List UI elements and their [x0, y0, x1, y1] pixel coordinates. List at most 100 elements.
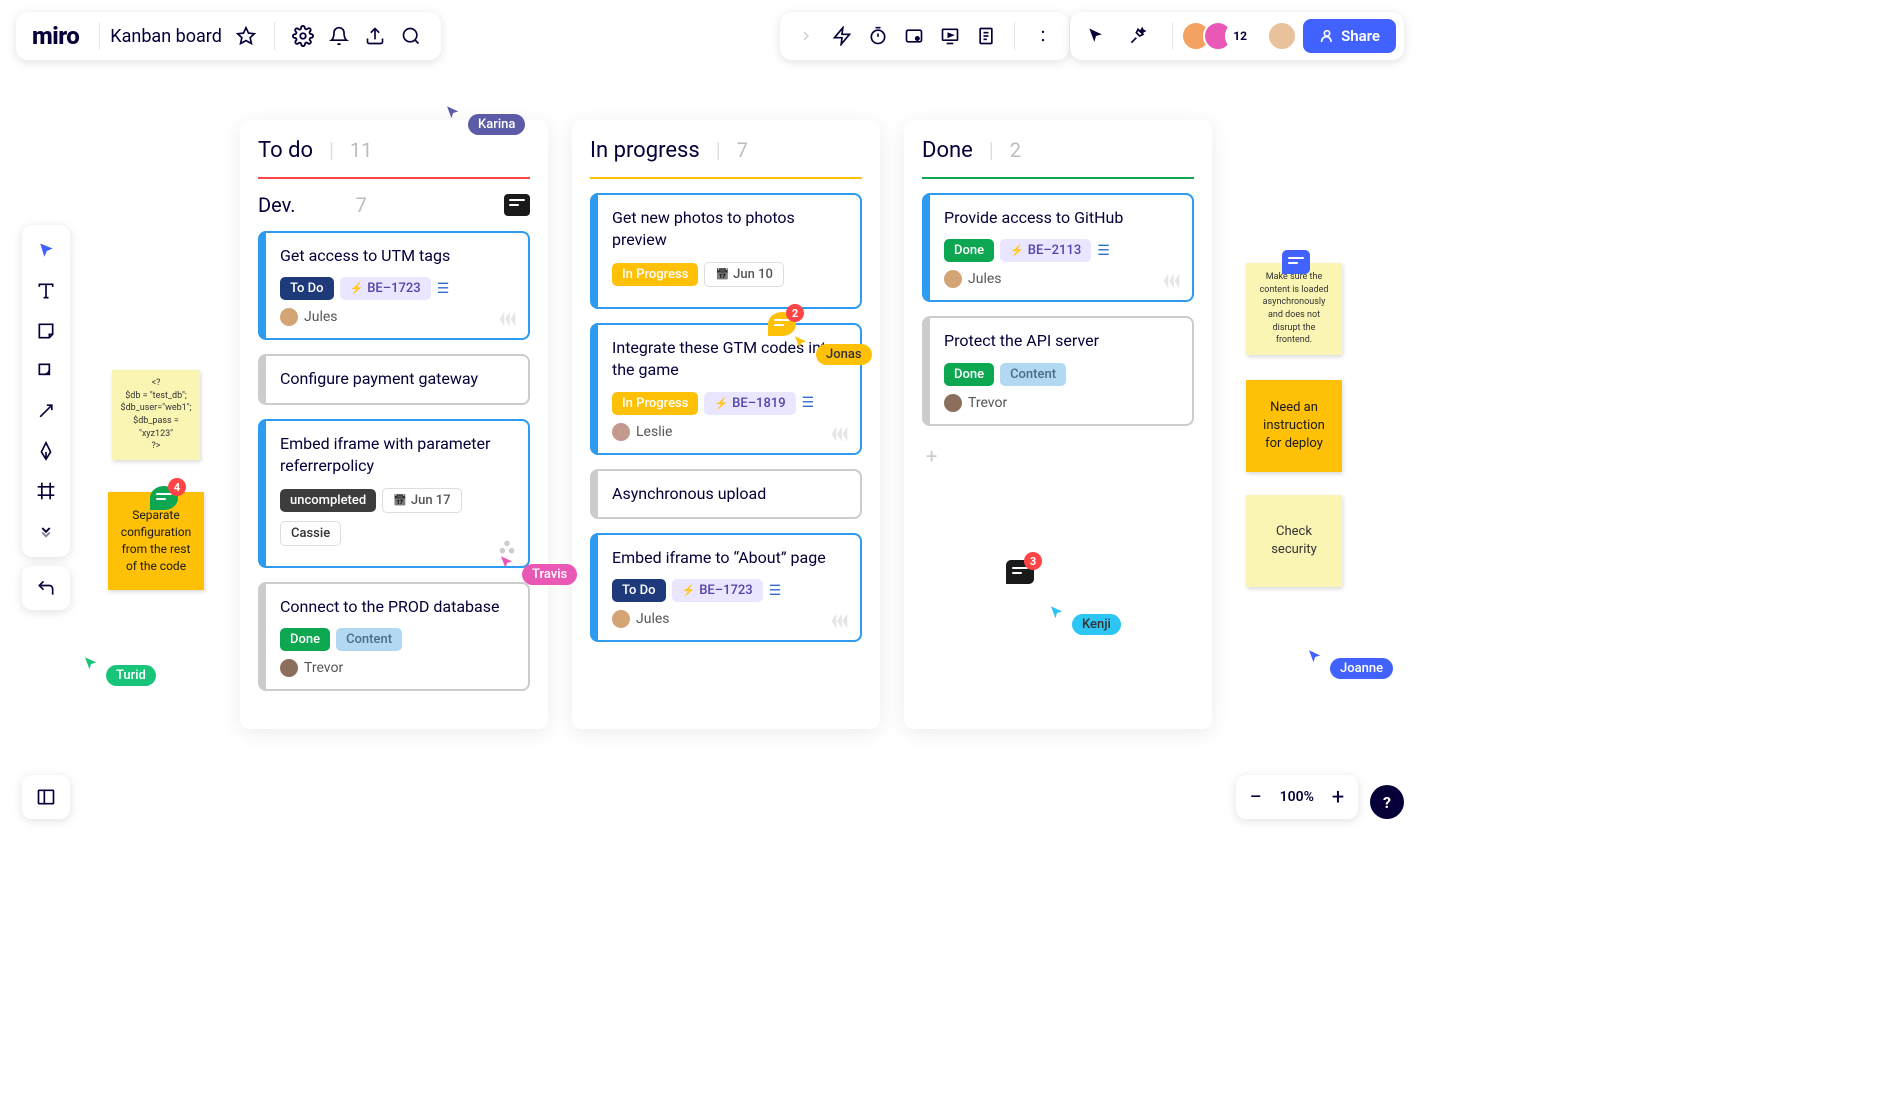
- card-title: Get new photos to photos preview: [612, 207, 846, 252]
- subgroup-title[interactable]: Dev.: [258, 193, 296, 217]
- priority-icon[interactable]: ☰: [802, 395, 815, 411]
- frames-panel-button[interactable]: [22, 775, 70, 819]
- kanban-card[interactable]: Configure payment gateway: [258, 354, 530, 404]
- more-tools-icon[interactable]: [26, 511, 66, 551]
- reactions-icon[interactable]: [1120, 18, 1156, 54]
- kanban-column[interactable]: Done | 2 Provide access to GitHubDoneBE–…: [904, 120, 1212, 729]
- sticky-note[interactable]: Check security: [1246, 495, 1342, 587]
- text-tool-icon[interactable]: [26, 271, 66, 311]
- column-count: 11: [350, 138, 372, 162]
- comment-bubble-icon[interactable]: 2: [768, 312, 796, 336]
- cursor-label: Travis: [522, 564, 577, 585]
- card-tag[interactable]: Content: [336, 628, 402, 651]
- pen-tool-icon[interactable]: [26, 431, 66, 471]
- cursor-label: Joanne: [1330, 658, 1393, 679]
- cursor-label: Kenji: [1072, 614, 1121, 635]
- card-tag[interactable]: BE–2113: [1000, 239, 1091, 262]
- frame-icon[interactable]: [896, 18, 932, 54]
- priority-icon[interactable]: ☰: [769, 583, 782, 599]
- comment-count-badge: 2: [786, 304, 804, 322]
- card-tag[interactable]: Content: [1000, 363, 1066, 386]
- card-tag[interactable]: Done: [280, 628, 330, 651]
- participant-avatars[interactable]: 12: [1189, 21, 1255, 51]
- card-tag[interactable]: To Do: [280, 277, 334, 300]
- star-icon[interactable]: [228, 18, 264, 54]
- sticky-note[interactable]: Need an instruction for deploy: [1246, 380, 1342, 472]
- collaborator-cursor: Turid: [82, 655, 156, 686]
- card-tag[interactable]: In Progress: [612, 263, 698, 286]
- card-tag[interactable]: Done: [944, 363, 994, 386]
- comment-bubble-icon[interactable]: 4: [150, 486, 178, 510]
- zoom-out-button[interactable]: −: [1246, 785, 1266, 810]
- cursor-label: Karina: [468, 114, 525, 135]
- arrow-tool-icon[interactable]: [26, 391, 66, 431]
- select-tool-icon[interactable]: [26, 231, 66, 271]
- column-title[interactable]: To do: [258, 138, 313, 163]
- kanban-card[interactable]: Embed iframe with parameter referrerpoli…: [258, 419, 530, 568]
- sticky-tool-icon[interactable]: [26, 311, 66, 351]
- card-title: Embed iframe with parameter referrerpoli…: [280, 433, 514, 478]
- frame-tool-icon[interactable]: [26, 471, 66, 511]
- search-icon[interactable]: [393, 18, 429, 54]
- kanban-card[interactable]: Provide access to GitHubDoneBE–2113☰ Jul…: [922, 193, 1194, 302]
- left-toolbox: [22, 225, 70, 557]
- priority-icon[interactable]: ☰: [1097, 243, 1110, 259]
- assignee-name: Jules: [636, 611, 670, 627]
- card-tag[interactable]: In Progress: [612, 392, 698, 415]
- comment-bubble-icon[interactable]: [1282, 250, 1310, 274]
- integration-icon: [828, 610, 850, 632]
- share-button[interactable]: Share: [1303, 19, 1396, 53]
- board-title[interactable]: Kanban board: [110, 26, 228, 47]
- add-card-button[interactable]: +: [922, 440, 1194, 472]
- comment-icon[interactable]: [504, 194, 530, 216]
- assignee-avatar: [944, 270, 962, 288]
- bolt-icon[interactable]: [824, 18, 860, 54]
- top-toolbar-right: 12 Share: [1070, 12, 1404, 60]
- comment-bubble-icon[interactable]: 3: [1006, 560, 1034, 584]
- column-title[interactable]: In progress: [590, 138, 700, 163]
- card-tag[interactable]: Jun 17: [382, 488, 461, 513]
- timer-icon[interactable]: [860, 18, 896, 54]
- app-logo[interactable]: miro: [28, 22, 89, 50]
- chevron-right-icon[interactable]: [788, 18, 824, 54]
- zoom-level[interactable]: 100%: [1280, 789, 1314, 805]
- kanban-card[interactable]: Asynchronous upload: [590, 469, 862, 519]
- sticky-note[interactable]: Make sure the content is loaded asynchro…: [1246, 263, 1342, 355]
- card-tag[interactable]: BE–1723: [340, 277, 431, 300]
- card-tag[interactable]: BE–1819: [704, 392, 795, 415]
- zoom-in-button[interactable]: +: [1328, 785, 1348, 810]
- column-title[interactable]: Done: [922, 138, 973, 163]
- shape-tool-icon[interactable]: [26, 351, 66, 391]
- card-tag[interactable]: Done: [944, 239, 994, 262]
- collaborator-cursor: Kenji: [1048, 604, 1121, 635]
- settings-icon[interactable]: [285, 18, 321, 54]
- kanban-column[interactable]: To do | 11 Dev. 7 Get access to UTM tags…: [240, 120, 548, 729]
- kanban-card[interactable]: Protect the API serverDoneContent Trevor: [922, 316, 1194, 425]
- kanban-card[interactable]: Embed iframe to “About” pageTo DoBE–1723…: [590, 533, 862, 642]
- zoom-control: − 100% +: [1236, 775, 1358, 819]
- card-tag[interactable]: uncompleted: [280, 489, 376, 512]
- cursor-mode-icon[interactable]: [1078, 18, 1114, 54]
- kanban-card[interactable]: Connect to the PROD databaseDoneContent …: [258, 582, 530, 691]
- help-button[interactable]: ?: [1370, 785, 1404, 819]
- card-tag[interactable]: Jun 10: [704, 262, 783, 287]
- card-tag[interactable]: To Do: [612, 579, 666, 602]
- present-icon[interactable]: [932, 18, 968, 54]
- kanban-board[interactable]: To do | 11 Dev. 7 Get access to UTM tags…: [240, 120, 1212, 729]
- kanban-column[interactable]: In progress | 7 Get new photos to photos…: [572, 120, 880, 729]
- collaborator-cursor: Jonas: [792, 334, 872, 365]
- kanban-card[interactable]: Get new photos to photos preview In Progr…: [590, 193, 862, 309]
- notes-icon[interactable]: [968, 18, 1004, 54]
- assignee-name: Trevor: [968, 395, 1007, 411]
- column-rule: [258, 177, 530, 179]
- current-user-avatar[interactable]: [1267, 21, 1297, 51]
- assignee-name: Trevor: [304, 660, 343, 676]
- more-icon[interactable]: [1025, 18, 1061, 54]
- sticky-note[interactable]: <? $db = "test_db"; $db_user="web1"; $db…: [112, 370, 200, 460]
- priority-icon[interactable]: ☰: [437, 281, 450, 297]
- notifications-icon[interactable]: [321, 18, 357, 54]
- export-icon[interactable]: [357, 18, 393, 54]
- card-tag[interactable]: BE–1723: [672, 579, 763, 602]
- kanban-card[interactable]: Get access to UTM tagsTo DoBE–1723☰ Jule…: [258, 231, 530, 340]
- undo-button[interactable]: [22, 566, 70, 610]
